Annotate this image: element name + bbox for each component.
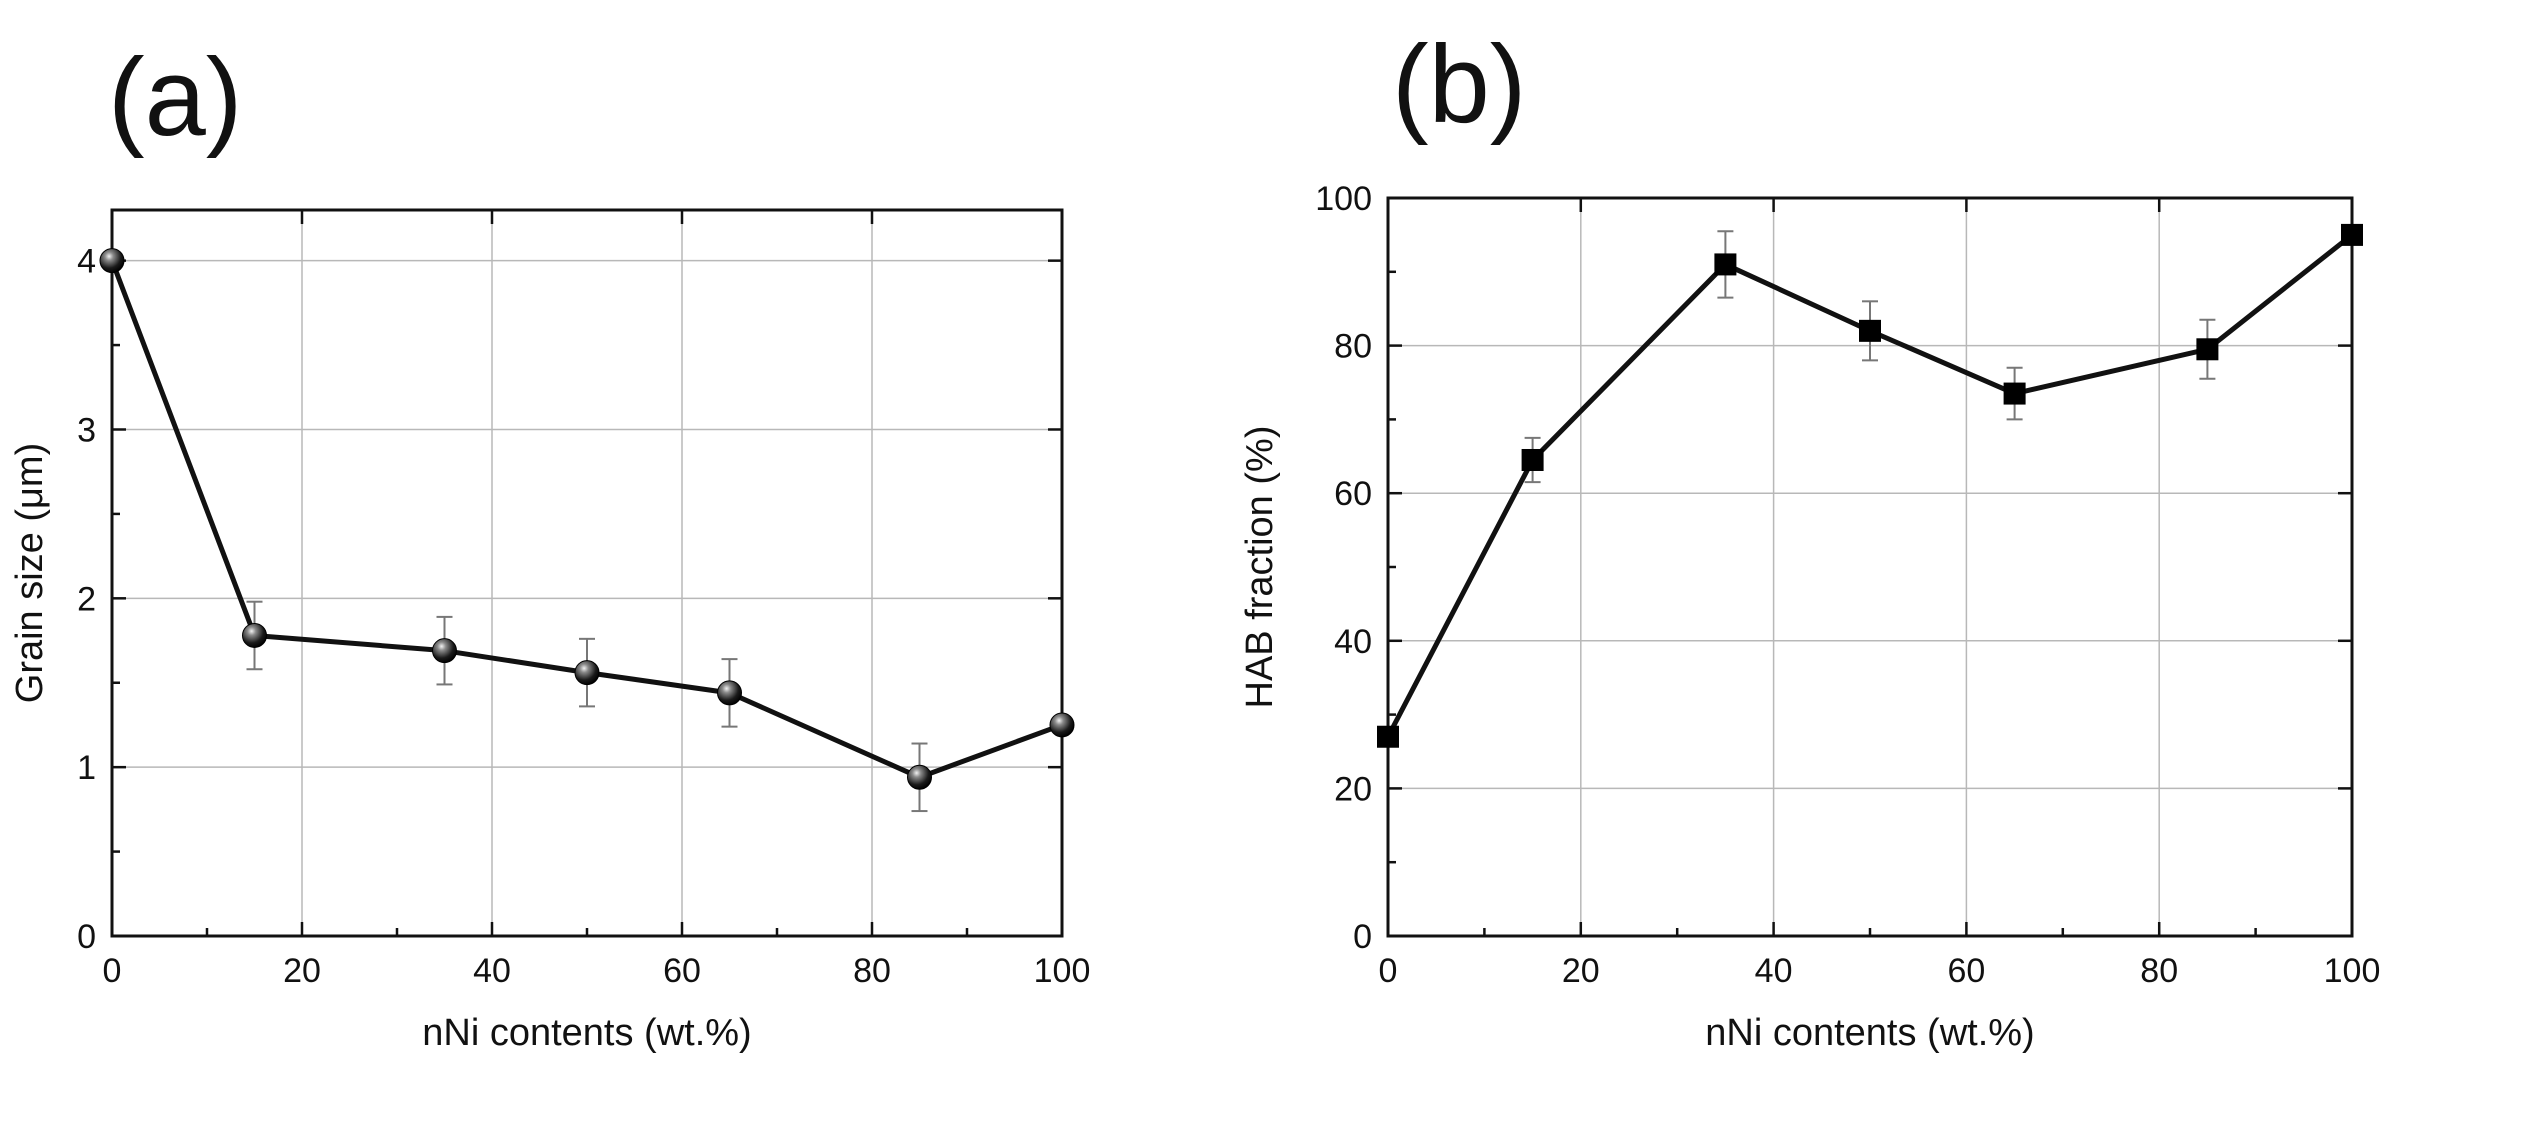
data-point <box>2196 338 2219 361</box>
x-tick-label: 40 <box>473 952 511 990</box>
data-point <box>2003 382 2026 405</box>
x-tick-label: 80 <box>2140 952 2178 990</box>
x-tick-label: 60 <box>663 952 701 990</box>
data-point <box>432 638 457 664</box>
plot-frame <box>110 208 1064 938</box>
data-point <box>242 622 267 648</box>
y-tick-label: 20 <box>1334 770 1372 808</box>
y-tick-label: 3 <box>77 411 96 449</box>
x-axis-title: nNi contents (wt.%) <box>422 1012 751 1054</box>
data-point <box>1859 319 1881 342</box>
x-axis-title: nNi contents (wt.%) <box>1705 1012 2034 1054</box>
y-tick-label: 0 <box>1353 918 1372 956</box>
y-tick-label: 60 <box>1334 475 1372 513</box>
data-point <box>907 764 932 790</box>
y-axis-title: HAB fraction (%) <box>1239 426 1281 709</box>
chart-panel-b: (b) 0 20 40 60 80 100 0 20 40 60 80 100 nNi contents … <box>1239 23 2380 1054</box>
panel-label: (a) <box>108 36 242 159</box>
y-tick-label: 2 <box>77 580 96 618</box>
x-tick-label: 40 <box>1755 952 1793 990</box>
x-tick-label: 100 <box>1034 952 1091 990</box>
data-point <box>574 660 600 686</box>
panel-label: (b) <box>1392 23 1526 146</box>
data-point <box>99 248 125 274</box>
x-tick-label: 20 <box>283 952 321 990</box>
y-tick-label: 1 <box>77 749 96 787</box>
y-tick-label: 0 <box>77 918 96 956</box>
y-tick-label: 4 <box>77 243 96 281</box>
y-tick-label: 40 <box>1334 623 1372 661</box>
x-tick-label: 20 <box>1562 952 1600 990</box>
data-point <box>1714 253 1737 276</box>
data-point <box>1377 725 1399 748</box>
x-tick-label: 100 <box>2324 952 2381 990</box>
data-point <box>1049 712 1075 738</box>
chart-panel-a: (a) 0 20 40 60 80 100 0 1 2 3 4 nNi contents (wt.%) G… <box>9 36 1090 1054</box>
plot-frame <box>1386 196 2354 938</box>
data-point <box>2341 223 2363 246</box>
x-tick-label: 60 <box>1947 952 1985 990</box>
y-tick-label: 80 <box>1334 328 1372 366</box>
y-tick-label: 100 <box>1315 180 1372 218</box>
data-point <box>1521 448 1544 471</box>
y-axis-title: Grain size (μm) <box>9 443 51 703</box>
x-tick-label: 0 <box>103 952 122 990</box>
x-tick-label: 80 <box>853 952 891 990</box>
x-tick-label: 0 <box>1379 952 1398 990</box>
data-point <box>717 680 742 706</box>
